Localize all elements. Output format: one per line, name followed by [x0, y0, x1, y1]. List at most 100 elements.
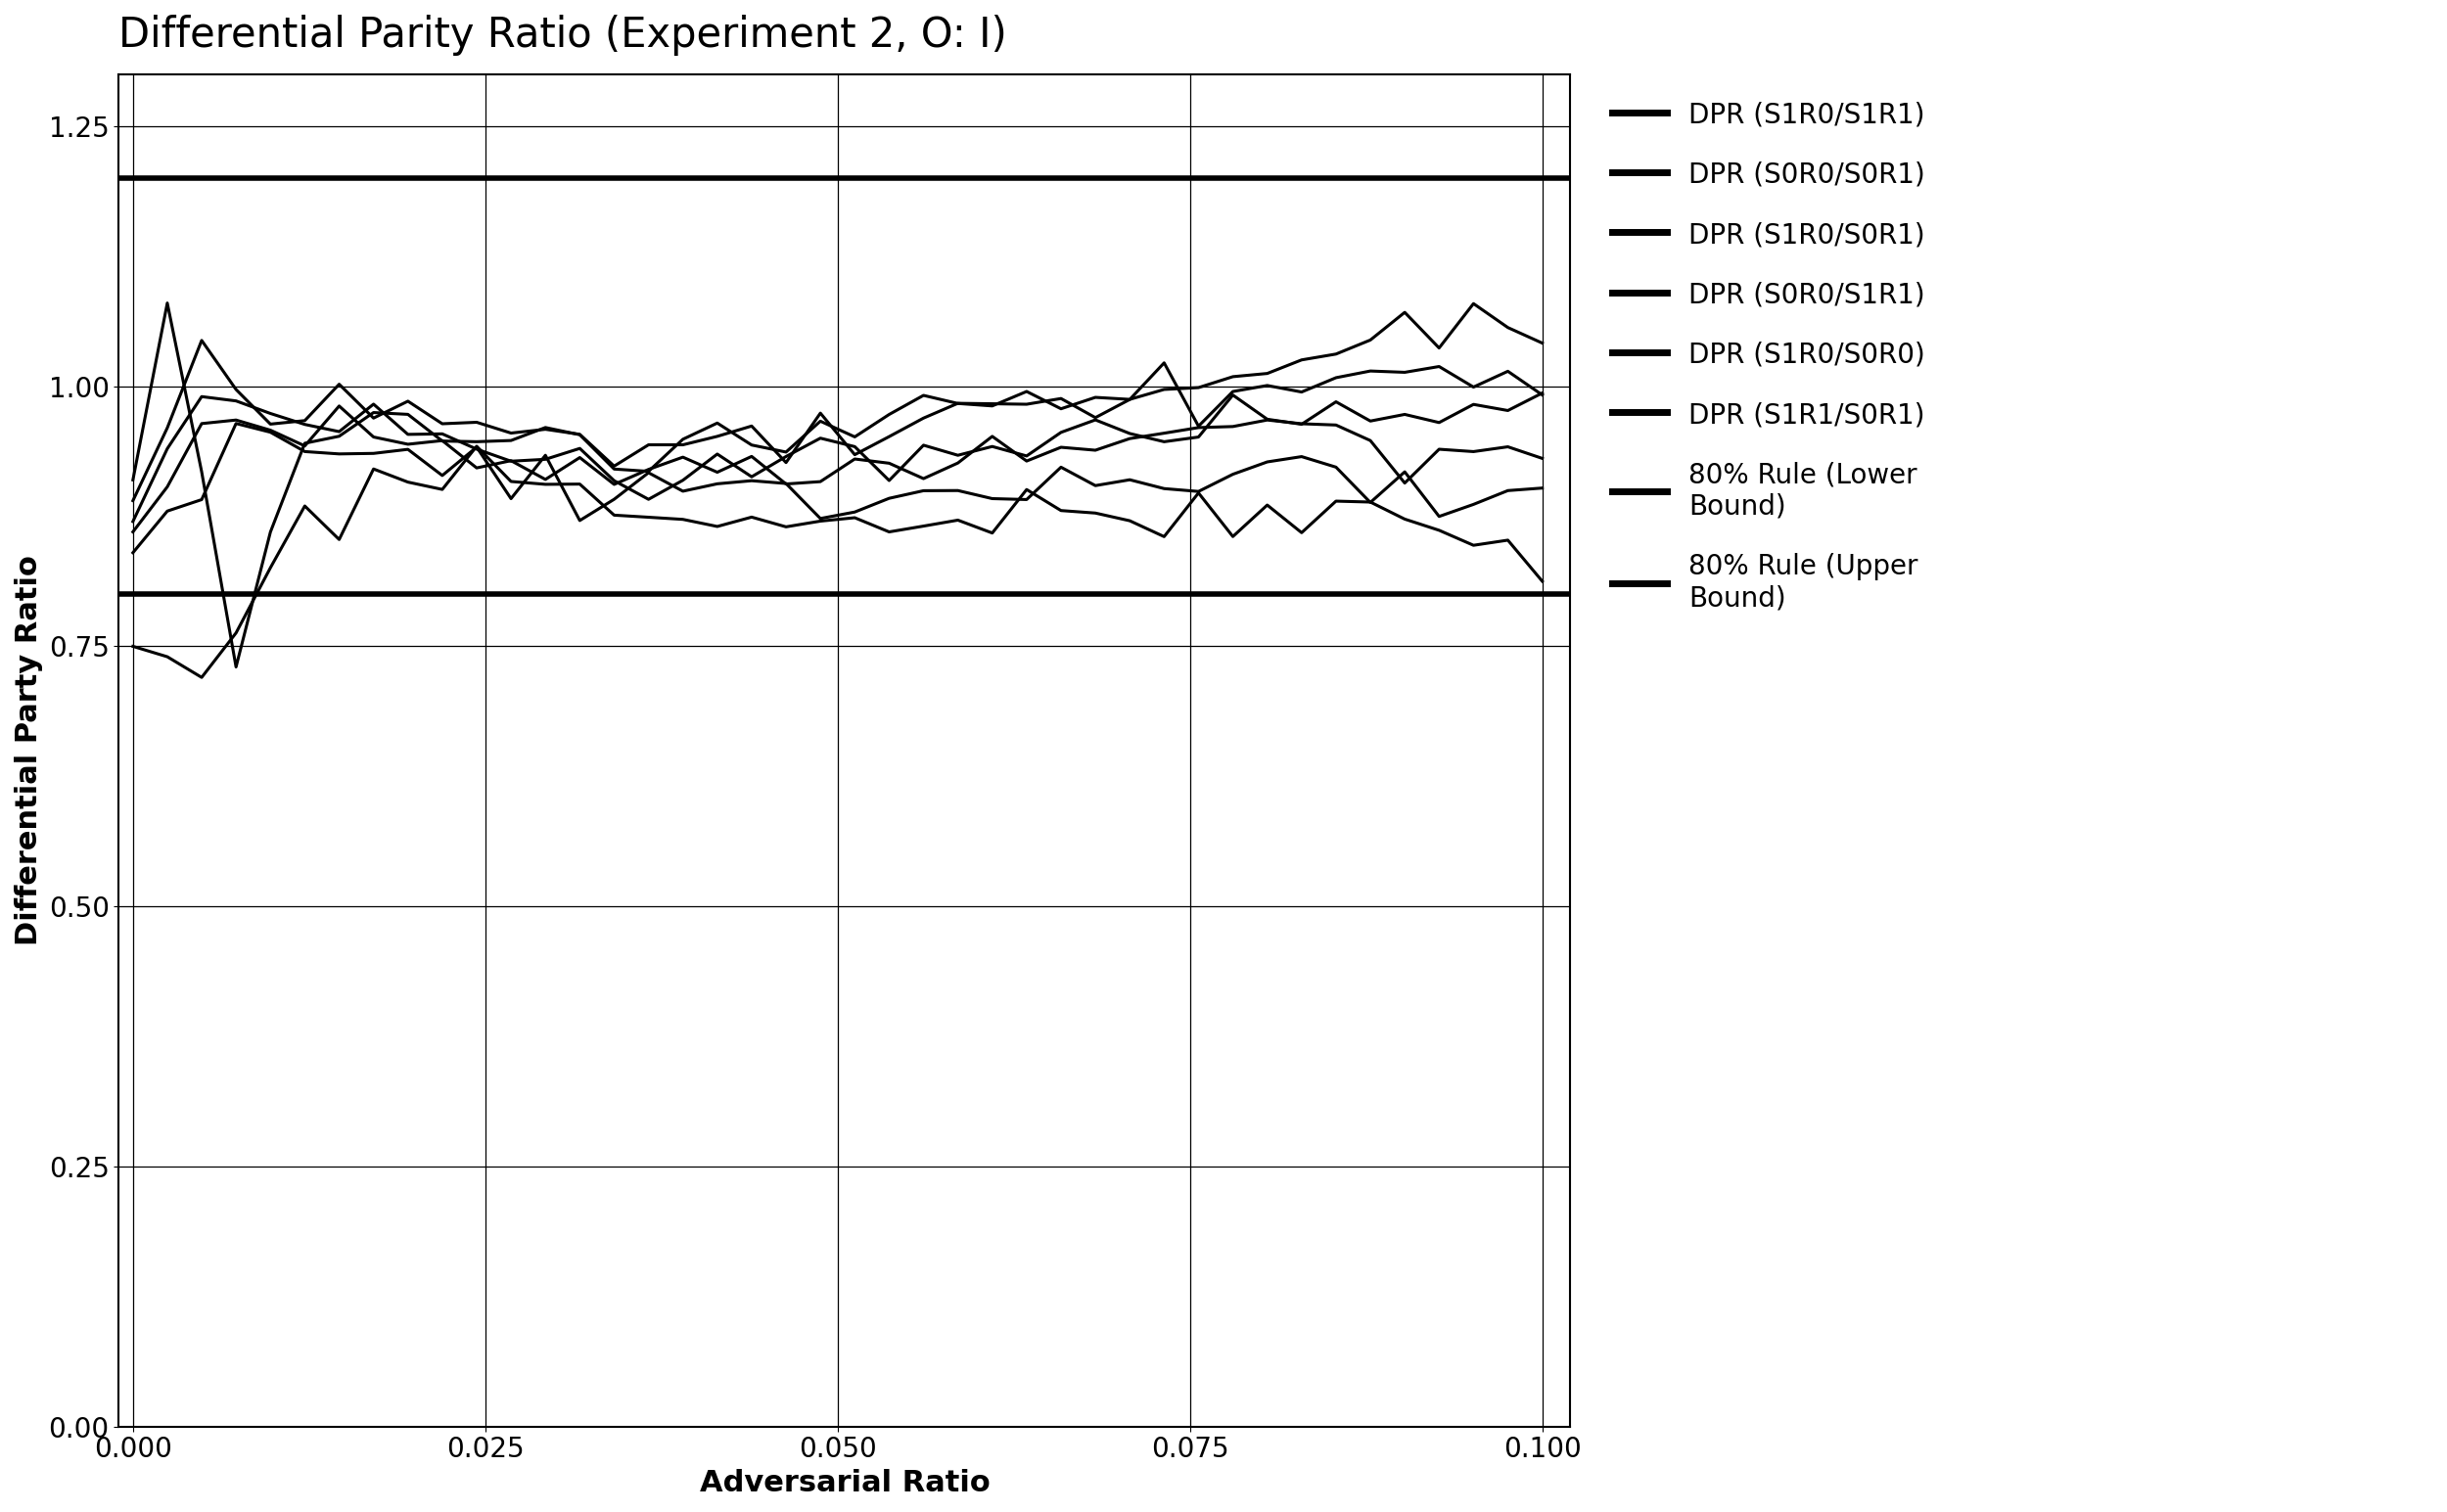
DPR (S1R0/S0R1) [428, 425, 458, 443]
DPR (S1R1/S0R1) [805, 513, 834, 531]
DPR (S1R1/S0R1) [1150, 528, 1179, 546]
DPR (S1R0/S1R1) [1253, 364, 1282, 383]
DPR (S1R0/S0R0) [1116, 470, 1145, 488]
DPR (S1R0/S1R1) [531, 419, 560, 437]
DPR (S1R1/S0R1) [908, 517, 937, 535]
DPR (S0R0/S0R1) [1321, 369, 1351, 387]
DPR (S0R0/S0R1) [976, 395, 1006, 413]
DPR (S0R0/S1R1) [1493, 437, 1522, 455]
DPR (S0R0/S1R1) [1047, 438, 1077, 457]
DPR (S0R0/S1R1) [634, 460, 663, 478]
DPR (S1R0/S0R1) [1013, 448, 1042, 466]
DPR (S1R0/S1R1) [908, 386, 937, 404]
DPR (S1R0/S1R1) [1047, 399, 1077, 417]
DPR (S1R1/S0R1) [1458, 537, 1488, 555]
DPR (S1R0/S0R0) [497, 490, 526, 508]
DPR (S0R0/S1R1) [1458, 443, 1488, 461]
DPR (S0R0/S1R1) [1390, 473, 1419, 491]
DPR (S1R1/S0R1) [668, 511, 697, 529]
DPR (S1R0/S0R1) [1356, 411, 1385, 429]
DPR (S0R0/S0R1) [1184, 417, 1214, 435]
DPR (S1R0/S0R1) [1082, 411, 1111, 429]
DPR (S0R0/S1R1) [737, 448, 766, 466]
DPR (S1R0/S0R1) [1047, 423, 1077, 442]
DPR (S1R0/S0R1) [394, 425, 423, 443]
DPR (S1R0/S1R1) [976, 396, 1006, 414]
DPR (S0R0/S1R1) [360, 428, 389, 446]
DPR (S0R0/S0R1) [702, 428, 732, 446]
DPR (S1R0/S0R0) [291, 443, 321, 461]
DPR (S1R1/S0R1) [1390, 510, 1419, 528]
DPR (S0R0/S1R1) [771, 475, 800, 493]
DPR (S1R0/S0R1) [1424, 413, 1454, 431]
DPR (S1R0/S1R1) [152, 293, 181, 311]
DPR (S1R0/S1R1) [942, 395, 971, 413]
DPR (S1R0/S0R1) [1116, 425, 1145, 443]
DPR (S1R0/S0R0) [600, 490, 629, 508]
DPR (S0R0/S1R1) [874, 454, 903, 472]
DPR (S0R0/S1R1) [394, 435, 423, 454]
DPR (S1R1/S0R1) [325, 531, 355, 549]
DPR (S0R0/S1R1) [428, 431, 458, 449]
DPR (S1R1/S0R1) [1082, 503, 1111, 522]
DPR (S1R0/S1R1) [737, 435, 766, 454]
DPR (S1R0/S0R1) [1287, 416, 1316, 434]
DPR (S1R0/S0R0) [360, 445, 389, 463]
DPR (S1R0/S1R1) [1356, 331, 1385, 349]
DPR (S0R0/S1R1) [117, 523, 147, 541]
DPR (S0R0/S0R1) [565, 425, 595, 443]
DPR (S1R0/S0R0) [1493, 481, 1522, 499]
DPR (S0R0/S0R1) [634, 435, 663, 454]
DPR (S1R0/S1R1) [668, 431, 697, 449]
DPR (S0R0/S0R1) [600, 457, 629, 475]
DPR (S1R1/S0R1) [1321, 491, 1351, 510]
DPR (S1R1/S0R1) [531, 475, 560, 493]
DPR (S0R0/S1R1) [186, 414, 215, 432]
DPR (S0R0/S1R1) [1219, 417, 1248, 435]
DPR (S0R0/S0R1) [1287, 383, 1316, 401]
DPR (S1R0/S0R0) [874, 490, 903, 508]
DPR (S0R0/S0R1) [942, 395, 971, 413]
DPR (S0R0/S0R1) [186, 331, 215, 349]
DPR (S0R0/S0R1) [257, 414, 286, 432]
DPR (S0R0/S1R1) [152, 478, 181, 496]
DPR (S0R0/S1R1) [291, 437, 321, 455]
DPR (S1R0/S1R1) [874, 405, 903, 423]
DPR (S1R0/S1R1) [839, 428, 869, 446]
DPR (S1R0/S0R0) [702, 475, 732, 493]
DPR (S1R0/S0R1) [737, 467, 766, 485]
DPR (S1R0/S1R1) [1219, 367, 1248, 386]
DPR (S1R0/S0R0) [325, 445, 355, 463]
DPR (S0R0/S1R1) [220, 411, 250, 429]
DPR (S1R0/S0R0) [531, 446, 560, 464]
DPR (S0R0/S0R1) [737, 417, 766, 435]
DPR (S1R1/S0R1) [1184, 484, 1214, 502]
DPR (S1R1/S0R1) [1356, 493, 1385, 511]
DPR (S1R0/S0R0) [1356, 493, 1385, 511]
DPR (S1R0/S0R0) [1321, 458, 1351, 476]
Legend: DPR (S1R0/S1R1), DPR (S0R0/S0R1), DPR (S1R0/S0R1), DPR (S0R0/S1R1), DPR (S1R0/S0: DPR (S1R0/S1R1), DPR (S0R0/S0R1), DPR (S… [1598, 88, 1938, 626]
DPR (S1R0/S1R1) [497, 431, 526, 449]
DPR (S1R0/S1R1) [1184, 378, 1214, 396]
Line: DPR (S1R1/S0R1): DPR (S1R1/S0R1) [132, 446, 1542, 677]
DPR (S1R1/S0R1) [257, 558, 286, 576]
Line: DPR (S0R0/S1R1): DPR (S0R0/S1R1) [132, 407, 1542, 532]
DPR (S1R0/S0R0) [1184, 482, 1214, 500]
DPR (S1R0/S0R0) [1150, 479, 1179, 497]
DPR (S1R1/S0R1) [1493, 531, 1522, 549]
DPR (S1R0/S0R1) [1458, 395, 1488, 413]
DPR (S1R0/S0R1) [1150, 432, 1179, 451]
DPR (S0R0/S0R1) [152, 419, 181, 437]
DPR (S1R0/S1R1) [428, 432, 458, 451]
DPR (S1R1/S0R1) [1287, 523, 1316, 541]
DPR (S1R0/S0R0) [1424, 508, 1454, 526]
DPR (S0R0/S0R1) [1493, 363, 1522, 381]
DPR (S1R0/S0R1) [702, 445, 732, 463]
DPR (S1R0/S0R1) [220, 392, 250, 410]
DPR (S1R0/S1R1) [117, 470, 147, 488]
DPR (S1R0/S1R1) [1287, 351, 1316, 369]
DPR (S0R0/S1R1) [908, 470, 937, 488]
DPR (S1R1/S0R1) [1424, 522, 1454, 540]
DPR (S1R0/S1R1) [462, 432, 492, 451]
Text: Differential Parity Ratio (Experiment 2, O: I): Differential Parity Ratio (Experiment 2,… [120, 15, 1008, 56]
